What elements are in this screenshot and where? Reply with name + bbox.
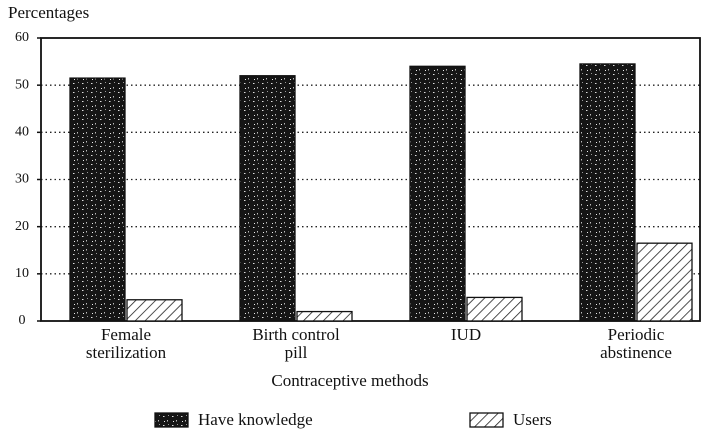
x-tick-label: abstinence	[600, 343, 672, 362]
legend-swatch	[469, 412, 504, 428]
x-tick-label: Periodic	[608, 325, 665, 344]
bar	[296, 310, 353, 322]
legend-label: Users	[513, 410, 552, 429]
bar	[126, 299, 183, 322]
x-tick-label: Birth control	[252, 325, 340, 344]
x-tick-label: sterilization	[86, 343, 167, 362]
y-tick-label: 0	[19, 313, 26, 328]
bar	[636, 242, 693, 322]
legend-label: Have knowledge	[198, 410, 313, 429]
bar	[239, 75, 296, 322]
plot-frame	[40, 37, 701, 322]
legend-swatch	[154, 412, 189, 428]
y-tick-label: 20	[15, 219, 29, 234]
x-tick-label: Female	[101, 325, 151, 344]
bar	[69, 77, 126, 322]
bar	[466, 296, 523, 322]
y-tick-label: 10	[15, 266, 29, 281]
y-axis-label: Percentages	[8, 3, 89, 22]
y-tick-label: 30	[15, 172, 29, 187]
x-axis-label: Contraceptive methods	[271, 371, 428, 390]
bar	[579, 63, 636, 322]
x-tick-label: IUD	[451, 325, 481, 344]
x-tick-label: pill	[285, 343, 308, 362]
bar	[409, 65, 466, 322]
y-tick-label: 60	[15, 30, 29, 45]
y-tick-label: 40	[15, 125, 29, 140]
y-tick-label: 50	[15, 77, 29, 92]
